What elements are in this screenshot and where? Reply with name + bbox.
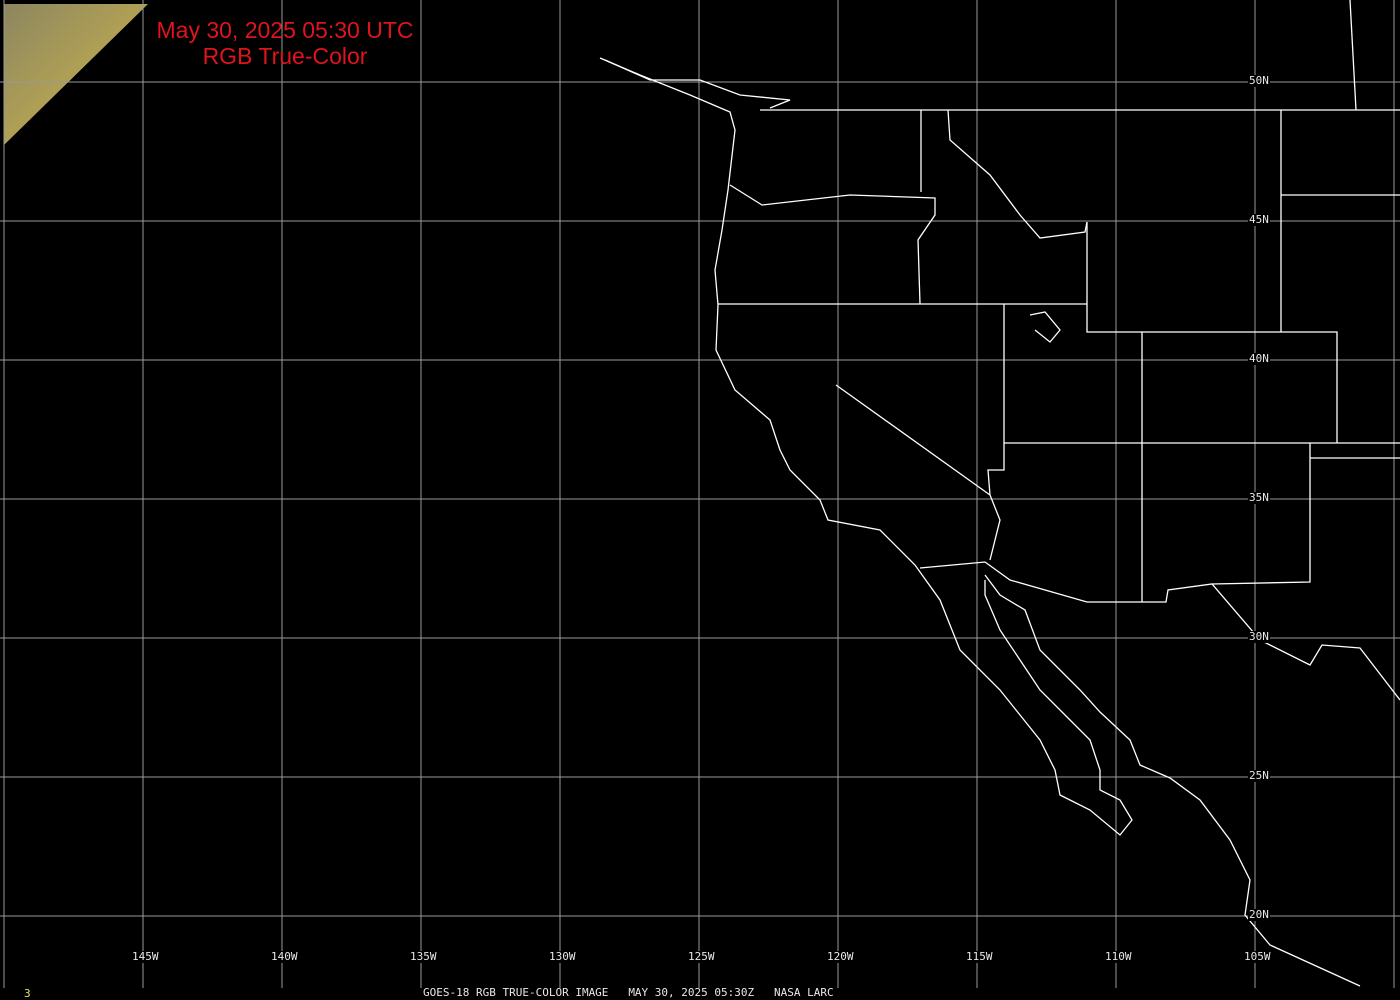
footer-datetime: MAY 30, 2025 05:30Z [628,986,755,999]
az-nm-border [1211,443,1311,585]
nv-east-border [987,304,1005,561]
lon-label-145w: 145W [131,950,160,963]
wa-or-border [729,184,936,305]
id-mt-border [947,109,1088,239]
lon-label-105w: 105W [1243,950,1272,963]
lat-label-50n: 50N [1248,74,1270,87]
ca-nv-diagonal [835,384,991,496]
id-wy-border [1086,222,1338,443]
lat-label-45n: 45N [1248,213,1270,226]
image-title-date: May 30, 2025 05:30 UTC [156,17,414,43]
lon-label-130w: 130W [548,950,577,963]
lat-label-40n: 40N [1248,352,1270,365]
footer-satellite: GOES-18 RGB TRUE-COLOR IMAGE [423,986,609,999]
lat-label-35n: 35N [1248,491,1270,504]
lon-label-115w: 115W [965,950,994,963]
coastline-bc [604,59,791,109]
footer-credit: NASA LARC [774,986,834,999]
lat-label-25n: 25N [1248,769,1270,782]
frame-number: 3 [24,987,31,1000]
lon-label-140w: 140W [270,950,299,963]
lat-label-30n: 30N [1248,630,1270,643]
image-title-product: RGB True-Color [202,43,368,69]
boundaries [599,0,1400,987]
footer-caption: GOES-18 RGB TRUE-COLOR IMAGE MAY 30, 202… [423,986,834,999]
satellite-imagery-corner [4,4,148,145]
lon-label-110w: 110W [1104,950,1133,963]
mexico-border [919,561,1400,701]
mt-west-border [1349,0,1357,111]
lat-label-20n: 20N [1248,908,1270,921]
coastline-west [599,57,1133,836]
coastline-gulf-east [984,574,1361,987]
lon-label-120w: 120W [826,950,855,963]
greatsaltlake [1029,311,1061,343]
lon-label-135w: 135W [409,950,438,963]
lon-label-125w: 125W [687,950,716,963]
